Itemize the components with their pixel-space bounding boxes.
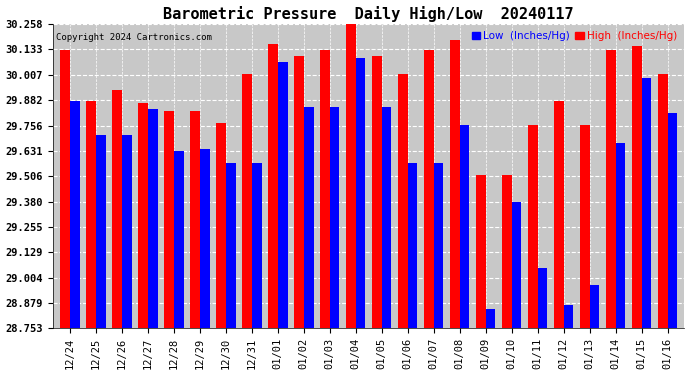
Bar xyxy=(553,100,564,328)
Bar xyxy=(216,123,226,328)
Bar xyxy=(319,50,330,328)
Bar xyxy=(486,309,495,328)
Bar xyxy=(277,62,288,328)
Bar xyxy=(252,163,262,328)
Bar xyxy=(589,285,600,328)
Bar xyxy=(424,50,433,328)
Bar xyxy=(397,74,408,328)
Bar xyxy=(346,24,355,328)
Bar xyxy=(174,151,184,328)
Text: Copyright 2024 Cartronics.com: Copyright 2024 Cartronics.com xyxy=(56,33,212,42)
Bar xyxy=(304,106,313,328)
Bar xyxy=(372,56,382,328)
Bar xyxy=(226,163,235,328)
Bar xyxy=(382,106,391,328)
Bar xyxy=(294,56,304,328)
Bar xyxy=(112,90,121,328)
Bar xyxy=(408,163,417,328)
Bar xyxy=(564,305,573,328)
Bar xyxy=(615,143,625,328)
Bar xyxy=(241,74,252,328)
Bar xyxy=(580,125,589,328)
Bar xyxy=(658,74,667,328)
Bar xyxy=(70,100,79,328)
Bar xyxy=(433,163,444,328)
Bar xyxy=(667,113,678,328)
Bar xyxy=(642,78,651,328)
Bar xyxy=(96,135,106,328)
Bar xyxy=(190,111,199,328)
Bar xyxy=(511,202,522,328)
Bar xyxy=(460,125,469,328)
Bar xyxy=(330,106,339,328)
Bar xyxy=(475,176,486,328)
Bar xyxy=(606,50,615,328)
Legend: Low  (Inches/Hg), High  (Inches/Hg): Low (Inches/Hg), High (Inches/Hg) xyxy=(470,29,679,44)
Bar xyxy=(148,109,157,328)
Bar xyxy=(121,135,132,328)
Bar xyxy=(199,149,210,328)
Bar xyxy=(538,268,547,328)
Bar xyxy=(355,58,366,328)
Bar xyxy=(502,176,511,328)
Bar xyxy=(450,40,460,328)
Bar xyxy=(164,111,174,328)
Bar xyxy=(138,103,148,328)
Bar xyxy=(60,50,70,328)
Bar xyxy=(528,125,538,328)
Title: Barometric Pressure  Daily High/Low  20240117: Barometric Pressure Daily High/Low 20240… xyxy=(164,6,574,21)
Bar xyxy=(86,100,96,328)
Bar xyxy=(268,44,277,328)
Bar xyxy=(631,46,642,328)
